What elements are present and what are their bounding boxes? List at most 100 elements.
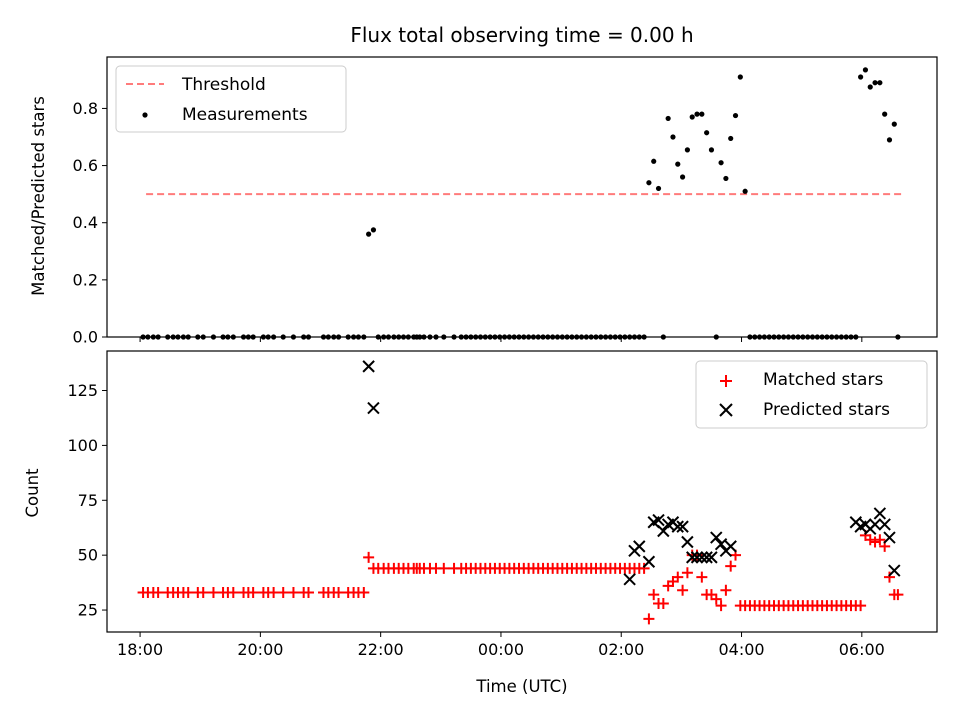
top-y-tick-label: 0.8 <box>73 99 98 118</box>
matched-star-point <box>715 600 727 612</box>
bottom-axis-ticks: 25 50 75 100 125 18:00 20:00 22:00 00:00 02:00 04:… <box>67 381 884 659</box>
measurement-point <box>858 74 864 80</box>
measurement-point <box>732 112 739 119</box>
matched-star-point <box>874 534 886 546</box>
bottom-plot-frame <box>106 350 938 633</box>
predicted-star-point <box>676 520 689 533</box>
predicted-star-point <box>883 531 896 544</box>
matched-star-point <box>672 571 684 583</box>
top-y-tick-label: 0.4 <box>73 213 98 232</box>
top-plot-frame <box>106 56 938 338</box>
bottom-y-tick-label: 75 <box>78 491 98 510</box>
matched-star-point <box>247 586 259 598</box>
predicted-star-point <box>367 401 380 415</box>
matched-legend-swatch <box>720 375 732 387</box>
matched-star-point <box>302 586 314 598</box>
measurement-point <box>675 161 681 167</box>
measurement-point <box>655 185 662 192</box>
matched-star-point <box>182 586 194 598</box>
bottom-y-tick-label: 100 <box>67 436 98 455</box>
matched-star-point <box>648 589 660 601</box>
bottom-y-tick-label: 25 <box>78 601 98 620</box>
measurement-point <box>646 180 652 186</box>
matched-star-point <box>657 597 669 609</box>
bottom-plot-area <box>137 360 904 625</box>
predicted-legend-label: Predicted stars <box>763 400 890 420</box>
top-y-tick-label: 0.2 <box>73 270 98 289</box>
measurement-point <box>651 158 657 164</box>
measurement-point <box>665 115 671 122</box>
predicted-star-point <box>633 540 646 553</box>
measurement-point <box>742 188 748 194</box>
matched-star-point <box>710 593 722 605</box>
measurement-point <box>679 174 686 180</box>
matched-star-point <box>892 589 904 601</box>
measurement-point <box>886 137 893 143</box>
predicted-star-point <box>362 360 375 373</box>
matched-star-point <box>197 586 209 598</box>
measurement-point <box>728 135 734 142</box>
predicted-star-point <box>642 555 656 568</box>
predicted-star-point <box>623 573 636 586</box>
matched-star-point <box>438 562 450 574</box>
measurement-point <box>877 80 883 86</box>
predicted-star-point <box>710 531 723 544</box>
bottom-y-tick-label: 125 <box>67 381 98 400</box>
top-y-tick-label: 0.6 <box>73 156 98 175</box>
predicted-star-point <box>868 518 882 531</box>
measurement-point <box>708 147 715 153</box>
matched-star-point <box>677 584 689 596</box>
bottom-legend-box <box>695 360 928 429</box>
measurement-point <box>872 80 878 86</box>
top-chart-title: Flux total observing time = 0.00 h <box>350 23 693 47</box>
top-legend: Threshold Measurements <box>115 65 347 133</box>
predicted-star-point <box>724 540 737 553</box>
matched-star-point <box>696 571 708 583</box>
predicted-star-point <box>705 551 718 564</box>
predicted-star-point <box>657 524 670 538</box>
measurement-point <box>694 111 700 117</box>
x-tick-label: 02:00 <box>598 640 644 659</box>
predicted-star-point <box>714 537 728 551</box>
matched-star-point <box>883 571 895 583</box>
measurements-legend-label: Measurements <box>182 105 308 125</box>
measurement-point <box>370 227 377 233</box>
predicted-star-point <box>652 513 665 527</box>
matched-star-point <box>152 586 164 598</box>
matched-star-point <box>227 586 239 598</box>
measurement-point <box>891 121 897 127</box>
matched-star-point <box>277 586 289 598</box>
predicted-star-point <box>671 520 684 533</box>
matched-star-point <box>333 586 345 598</box>
measurement-point <box>723 175 729 182</box>
top-y-tick-label: 0.0 <box>73 328 98 347</box>
matched-star-point <box>869 536 881 548</box>
x-tick-label: 06:00 <box>839 640 885 659</box>
matched-star-point <box>363 551 375 563</box>
predicted-star-point <box>690 551 704 564</box>
matched-star-point <box>855 600 867 612</box>
bottom-y-tick-label: 50 <box>78 546 98 565</box>
matched-star-point <box>725 560 737 572</box>
matched-star-point <box>643 613 655 625</box>
measurement-point <box>704 130 710 136</box>
bottom-legend: Matched stars Predicted stars <box>695 360 928 429</box>
predicted-star-point <box>700 551 713 564</box>
measurement-point <box>737 74 743 80</box>
predicted-star-point <box>873 507 887 520</box>
predicted-star-point <box>686 551 699 564</box>
predicted-star-point <box>695 551 709 564</box>
bottom-y-axis-title: Count <box>23 468 42 518</box>
matched-star-point <box>207 586 219 598</box>
matched-star-point <box>287 586 299 598</box>
measurement-point <box>670 134 676 140</box>
threshold-legend-label: Threshold <box>181 75 266 95</box>
x-tick-label: 04:00 <box>718 640 764 659</box>
matched-star-point <box>681 567 693 579</box>
top-axis-ticks: 0.0 0.2 0.4 0.6 0.8 <box>73 99 863 347</box>
measurement-point <box>867 84 873 90</box>
measurement-point <box>882 111 888 117</box>
matched-star-point <box>638 562 650 574</box>
measurement-point <box>718 160 724 166</box>
